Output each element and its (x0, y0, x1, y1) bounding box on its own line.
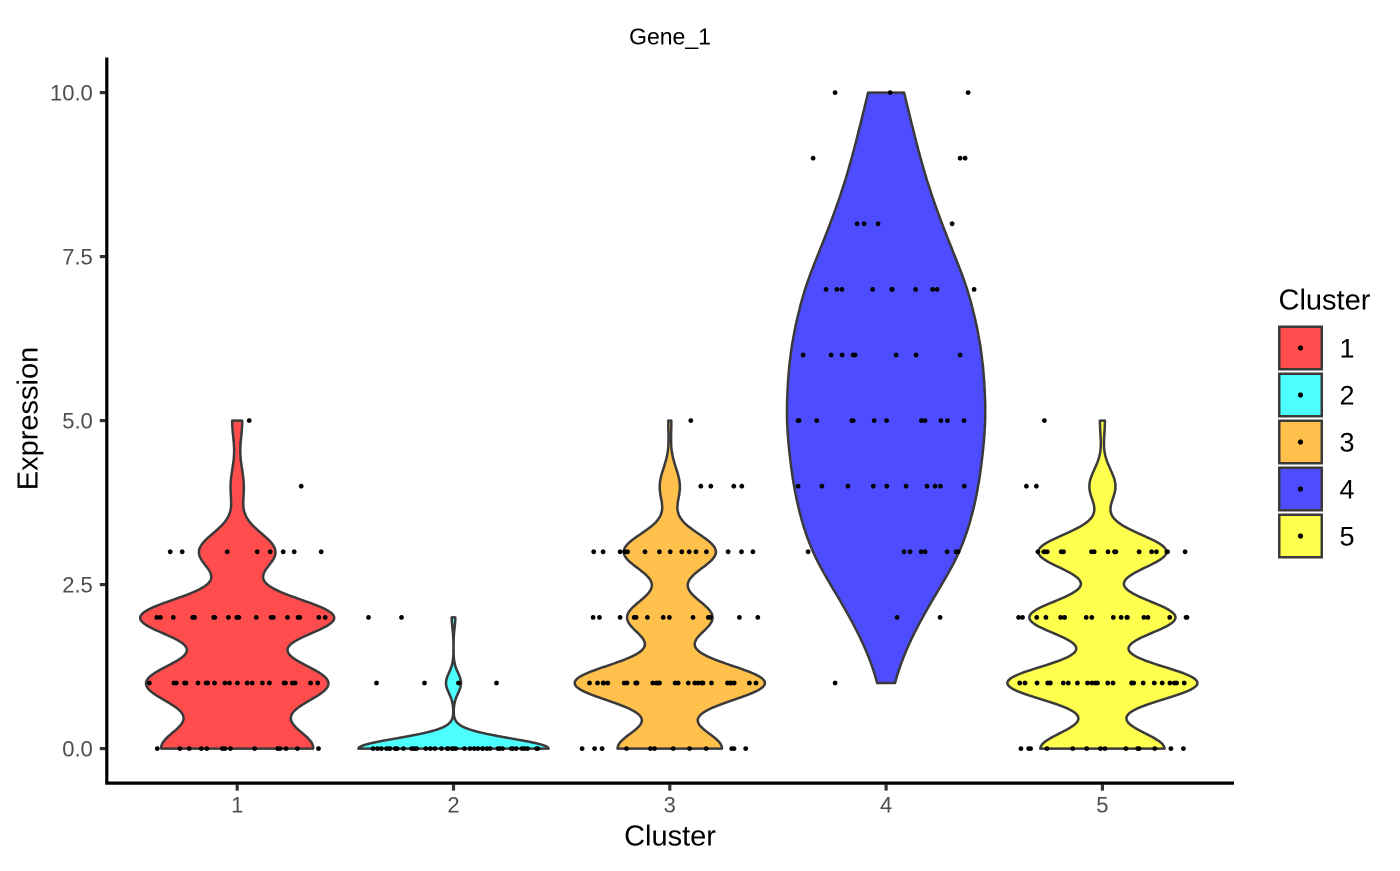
svg-text:4: 4 (1340, 475, 1355, 505)
svg-text:Cluster: Cluster (624, 820, 716, 852)
svg-text:2: 2 (447, 793, 459, 818)
svg-text:Cluster: Cluster (1279, 285, 1371, 317)
svg-text:7.5: 7.5 (62, 245, 93, 270)
svg-text:5: 5 (1096, 793, 1108, 818)
svg-text:2.5: 2.5 (62, 573, 93, 598)
svg-text:1: 1 (1340, 334, 1355, 364)
svg-text:4: 4 (880, 793, 892, 818)
svg-text:Expression: Expression (13, 347, 45, 490)
svg-text:1: 1 (231, 793, 243, 818)
svg-text:3: 3 (1340, 428, 1355, 458)
svg-text:10.0: 10.0 (50, 81, 93, 106)
svg-text:2: 2 (1340, 381, 1355, 411)
svg-text:3: 3 (664, 793, 676, 818)
svg-text:Gene_1: Gene_1 (629, 24, 711, 50)
svg-text:5.0: 5.0 (62, 409, 93, 434)
svg-text:5: 5 (1340, 522, 1355, 552)
svg-text:0.0: 0.0 (62, 737, 93, 762)
